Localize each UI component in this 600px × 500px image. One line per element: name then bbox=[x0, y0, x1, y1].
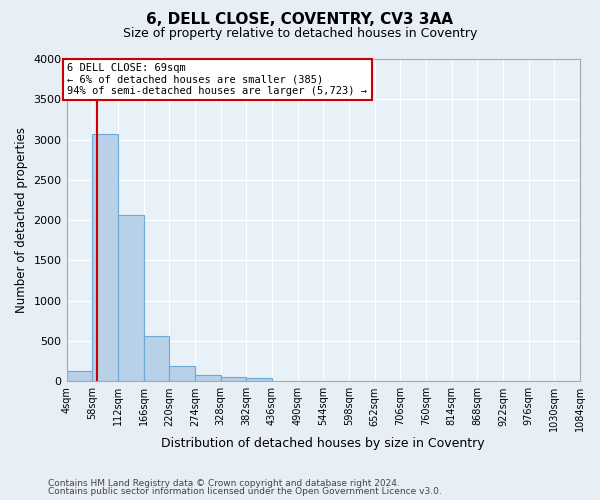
Text: Contains public sector information licensed under the Open Government Licence v3: Contains public sector information licen… bbox=[48, 487, 442, 496]
Text: Size of property relative to detached houses in Coventry: Size of property relative to detached ho… bbox=[123, 28, 477, 40]
Text: 6, DELL CLOSE, COVENTRY, CV3 3AA: 6, DELL CLOSE, COVENTRY, CV3 3AA bbox=[146, 12, 454, 28]
Bar bbox=[92, 134, 118, 382]
Bar bbox=[67, 371, 92, 382]
Bar bbox=[143, 336, 169, 382]
Bar bbox=[246, 378, 272, 382]
X-axis label: Distribution of detached houses by size in Coventry: Distribution of detached houses by size … bbox=[161, 437, 485, 450]
Bar bbox=[221, 377, 246, 382]
Y-axis label: Number of detached properties: Number of detached properties bbox=[15, 127, 28, 313]
Text: Contains HM Land Registry data © Crown copyright and database right 2024.: Contains HM Land Registry data © Crown c… bbox=[48, 478, 400, 488]
Bar bbox=[118, 216, 143, 382]
Bar bbox=[195, 375, 221, 382]
Text: 6 DELL CLOSE: 69sqm
← 6% of detached houses are smaller (385)
94% of semi-detach: 6 DELL CLOSE: 69sqm ← 6% of detached hou… bbox=[67, 63, 367, 96]
Bar bbox=[169, 366, 195, 382]
